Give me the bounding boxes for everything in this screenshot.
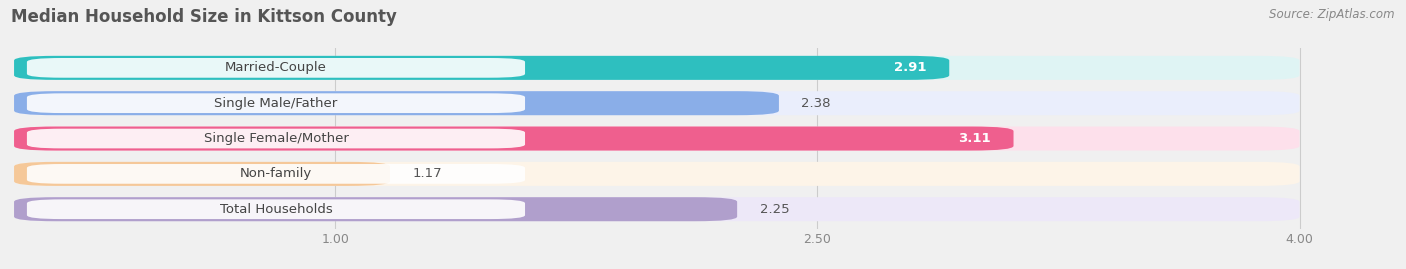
FancyBboxPatch shape [27, 199, 524, 219]
FancyBboxPatch shape [14, 126, 1014, 151]
FancyBboxPatch shape [14, 197, 737, 221]
Text: Total Households: Total Households [219, 203, 332, 216]
FancyBboxPatch shape [14, 162, 389, 186]
FancyBboxPatch shape [27, 58, 524, 78]
FancyBboxPatch shape [14, 56, 949, 80]
Text: 1.17: 1.17 [412, 167, 441, 180]
FancyBboxPatch shape [14, 91, 1299, 115]
FancyBboxPatch shape [27, 93, 524, 113]
FancyBboxPatch shape [14, 197, 1299, 221]
Text: Married-Couple: Married-Couple [225, 61, 328, 74]
Text: Single Male/Father: Single Male/Father [214, 97, 337, 110]
Text: 2.38: 2.38 [801, 97, 831, 110]
FancyBboxPatch shape [14, 56, 1299, 80]
FancyBboxPatch shape [27, 129, 524, 148]
FancyBboxPatch shape [14, 91, 779, 115]
Text: 2.91: 2.91 [894, 61, 927, 74]
FancyBboxPatch shape [27, 164, 524, 184]
Text: Non-family: Non-family [240, 167, 312, 180]
Text: Source: ZipAtlas.com: Source: ZipAtlas.com [1270, 8, 1395, 21]
Text: 3.11: 3.11 [959, 132, 991, 145]
FancyBboxPatch shape [14, 162, 1299, 186]
Text: 2.25: 2.25 [759, 203, 789, 216]
Text: Median Household Size in Kittson County: Median Household Size in Kittson County [11, 8, 396, 26]
FancyBboxPatch shape [14, 126, 1299, 151]
Text: Single Female/Mother: Single Female/Mother [204, 132, 349, 145]
